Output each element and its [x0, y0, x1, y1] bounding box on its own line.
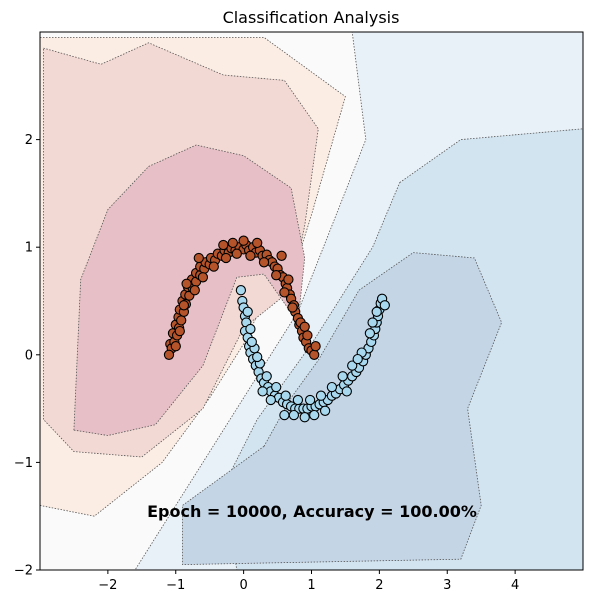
y-axis: −2 −1 0 1 2 — [14, 133, 40, 579]
class-1-point — [271, 381, 282, 393]
class-0-point — [181, 278, 192, 289]
class-1-point — [299, 412, 310, 423]
region-blue-dark — [182, 252, 503, 566]
class-1-point — [326, 381, 338, 393]
class-0-point — [245, 250, 256, 261]
class-1-point — [246, 336, 257, 348]
x-tick-label: 4 — [511, 578, 519, 593]
class-1-point — [367, 317, 378, 328]
class-1-point — [379, 300, 390, 311]
class-0-point — [231, 248, 242, 259]
class-1-point — [319, 405, 331, 416]
y-tick-label: 0 — [25, 348, 33, 363]
data-points — [163, 235, 390, 423]
class-0-point — [197, 272, 209, 283]
class-1-point — [371, 306, 382, 317]
class-0-point — [279, 287, 290, 298]
class-0-point — [170, 341, 181, 352]
x-tick-label: 1 — [307, 578, 315, 593]
class-1-point — [364, 328, 376, 339]
class-1-point — [265, 394, 276, 406]
class-1-point — [315, 390, 327, 401]
class-1-point — [288, 409, 300, 421]
class-0-point — [310, 341, 321, 352]
epoch-accuracy-annotation: Epoch = 10000, Accuracy = 100.00% — [147, 502, 477, 521]
class-0-point — [238, 235, 249, 246]
class-0-point — [163, 349, 175, 360]
class-0-point — [220, 252, 232, 264]
y-tick-label: −2 — [14, 564, 33, 579]
class-1-point — [280, 390, 291, 401]
class-1-point — [347, 360, 358, 371]
class-1-point — [242, 306, 253, 317]
class-0-point — [193, 252, 204, 264]
class-0-point — [227, 237, 238, 249]
class-1-point — [341, 386, 352, 397]
x-tick-label: −1 — [166, 578, 185, 593]
class-1-point — [235, 285, 247, 296]
class-1-point — [309, 409, 320, 421]
class-0-point — [258, 257, 270, 268]
class-0-point — [208, 261, 219, 272]
class-0-point — [252, 237, 263, 249]
x-tick-label: −2 — [98, 578, 117, 593]
class-1-point — [304, 394, 316, 406]
class-1-point — [261, 371, 272, 382]
x-tick-label: 2 — [375, 578, 383, 593]
class-1-point — [245, 323, 256, 335]
chart-title: Classification Analysis — [223, 8, 400, 27]
class-0-point — [287, 302, 298, 313]
x-axis: −2 −1 0 1 2 3 4 — [98, 570, 519, 593]
class-1-point — [352, 353, 363, 365]
x-tick-label: 3 — [443, 578, 451, 593]
class-1-point — [252, 351, 263, 363]
class-0-point — [176, 315, 187, 326]
decision-regions — [40, 32, 583, 570]
y-tick-label: 1 — [25, 241, 33, 256]
class-1-point — [337, 371, 348, 382]
class-1-point — [292, 394, 304, 406]
class-0-point — [302, 330, 313, 341]
class-1-point — [279, 409, 290, 421]
y-tick-label: −1 — [14, 456, 33, 471]
class-0-point — [174, 325, 185, 337]
x-tick-label: 0 — [239, 578, 247, 593]
class-0-point — [276, 250, 287, 261]
class-1-point — [257, 386, 268, 397]
class-0-point — [299, 321, 310, 332]
class-0-point — [218, 239, 229, 251]
class-0-point — [271, 270, 282, 281]
class-0-point — [309, 349, 320, 360]
class-0-point — [189, 285, 200, 296]
class-0-point — [283, 274, 294, 285]
y-tick-label: 2 — [25, 133, 33, 148]
class-0-point — [178, 300, 190, 311]
